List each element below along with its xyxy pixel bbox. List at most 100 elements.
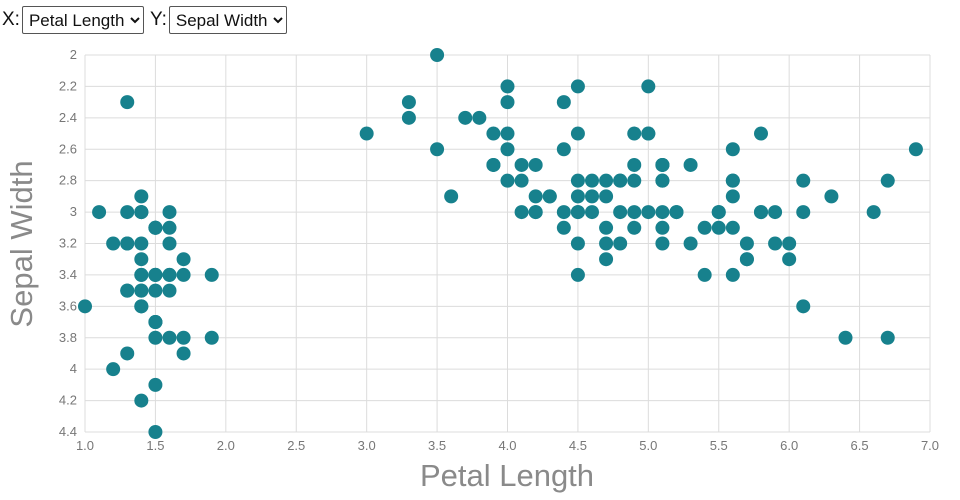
scatter-point [570,236,585,251]
scatter-point [120,95,135,110]
scatter-point [641,126,656,141]
scatter-point [782,236,797,251]
scatter-point [148,315,163,330]
scatter-point [880,173,895,188]
scatter-point [754,126,768,141]
scatter-point [486,157,501,172]
scatter-point [613,205,628,220]
scatter-point [176,252,191,267]
scatter-point [570,267,585,282]
x-select-label: X: [2,9,20,30]
scatter-point [725,173,740,188]
scatter-point [486,126,501,141]
scatter-point [627,157,642,172]
y-tick-label: 4.4 [59,424,77,439]
scatter-point [599,173,614,188]
x-tick-label: 7.0 [921,438,939,453]
y-axis-select[interactable]: Sepal Width [168,6,287,34]
scatter-point [725,220,740,235]
y-tick-label: 4 [70,361,77,376]
scatter-point [739,236,754,251]
scatter-point [359,126,374,141]
scatter-point [120,346,135,361]
scatter-point [542,189,557,204]
scatter-point [134,283,149,298]
scatter-point [148,330,163,345]
scatter-point [627,126,642,141]
scatter-point [782,252,797,267]
scatter-point [613,173,628,188]
scatter-point [134,252,149,267]
scatter-point [514,157,529,172]
scatter-point [711,220,726,235]
scatter-point [162,220,177,235]
scatter-point [106,236,121,251]
scatter-point [204,330,219,345]
axis-controls: X: Petal Length Y: Sepal Width [0,0,960,36]
y-tick-label: 2.6 [59,141,77,156]
scatter-point [599,189,614,204]
scatter-point [92,205,107,220]
scatter-points [78,48,923,439]
scatter-point [796,299,811,314]
scatter-point [683,157,698,172]
scatter-point [176,267,191,282]
scatter-point [162,236,177,251]
scatter-point [120,236,135,251]
x-tick-label: 6.5 [851,438,869,453]
scatter-point [500,79,515,94]
scatter-point [204,267,219,282]
x-tick-label: 1.0 [76,438,94,453]
scatter-point [162,330,177,345]
scatter-point [669,205,684,220]
grid-lines [84,54,931,433]
scatter-point [528,189,543,204]
scatter-chart: 1.0 1.5 2.0 2.5 3.0 3.5 4.0 4.5 5.0 5.5 6.0 6.5 7.0 … [0,36,960,500]
scatter-point [880,330,895,345]
scatter-point [472,110,487,125]
x-tick-label: 3.5 [428,438,446,453]
scatter-point [570,173,585,188]
y-select-label: Y: [149,9,167,30]
scatter-point [641,79,656,94]
y-tick-label: 2 [70,47,77,62]
scatter-point [570,126,585,141]
scatter-point [120,205,135,220]
scatter-point [627,205,642,220]
scatter-point [739,252,754,267]
scatter-point [148,267,163,282]
scatter-point [838,330,853,345]
scatter-point [599,252,614,267]
scatter-point [655,236,670,251]
scatter-point [613,236,628,251]
scatter-point [148,283,163,298]
scatter-point [697,220,712,235]
scatter-point [627,173,642,188]
x-tick-label: 4.5 [569,438,587,453]
scatter-point [711,205,726,220]
scatter-point [500,173,515,188]
scatter-point [570,205,585,220]
y-tick-label: 3.4 [59,267,77,282]
scatter-point [514,205,529,220]
scatter-point [458,110,473,125]
scatter-point [514,173,529,188]
y-tick-labels: 2 2.2 2.4 2.6 2.8 3 3.2 3.4 3.6 3.8 4 4.2 4.4 [59,47,77,439]
scatter-point [401,110,416,125]
x-tick-label: 5.0 [639,438,657,453]
scatter-point [401,95,416,110]
scatter-point [134,267,149,282]
x-axis-select[interactable]: Petal Length [21,6,144,34]
scatter-point [908,142,923,157]
scatter-point [500,95,515,110]
scatter-point [655,173,670,188]
scatter-point [768,236,783,251]
scatter-point [768,205,783,220]
x-tick-label: 4.0 [498,438,516,453]
y-tick-label: 2.4 [59,110,77,125]
x-tick-label: 2.5 [287,438,305,453]
scatter-point [430,142,445,157]
scatter-point [162,283,177,298]
scatter-point [570,79,585,94]
scatter-point [697,267,712,282]
